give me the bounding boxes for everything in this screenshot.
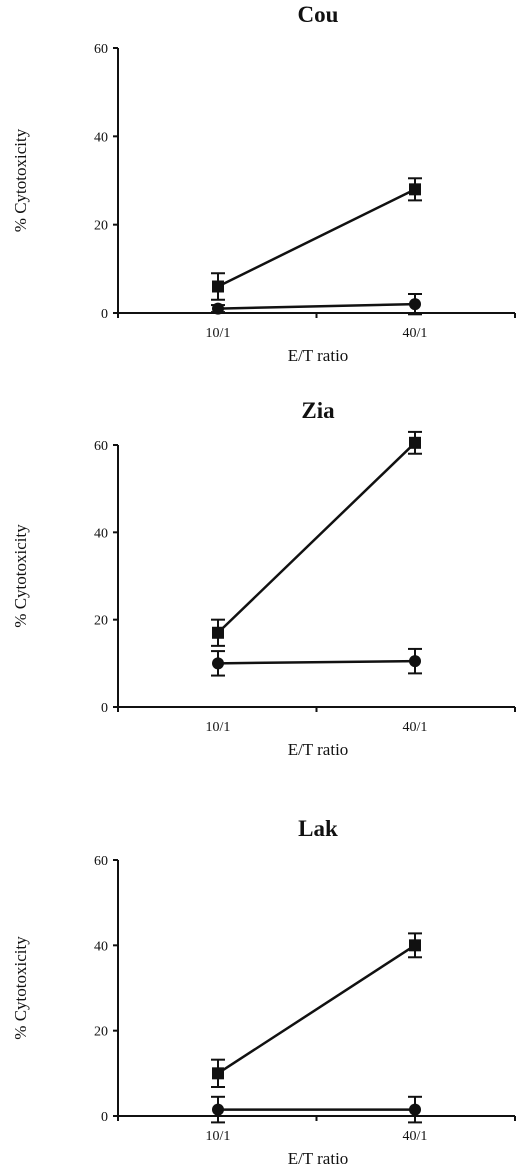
chart-panel-1: Zia 0 20 40 60 10/1 40/1 E/T ratio % Cytotoxicit… xyxy=(11,398,516,759)
chart-title: Cou xyxy=(298,2,339,27)
y-tick-label: 60 xyxy=(94,42,108,57)
data-point-square xyxy=(409,939,421,952)
chart-panel-2: Lak 0 20 40 60 10/1 40/1 E/T ratio % Cytotoxicit… xyxy=(11,816,516,1168)
y-tick-label: 20 xyxy=(94,1025,108,1040)
y-tick-label: 40 xyxy=(94,939,108,954)
y-tick-label: 40 xyxy=(94,526,108,541)
y-tick-label: 0 xyxy=(101,701,108,716)
data-point-circle xyxy=(212,302,224,315)
y-tick-label: 20 xyxy=(94,614,108,629)
data-point-circle xyxy=(409,1103,421,1116)
data-point-square xyxy=(212,626,224,639)
x-tick-label: 40/1 xyxy=(403,720,428,735)
chart-title: Zia xyxy=(301,398,335,423)
series-square xyxy=(211,177,422,301)
data-point-square xyxy=(212,280,224,293)
series-square xyxy=(211,932,422,1088)
series-line xyxy=(217,441,416,634)
data-point-square xyxy=(409,183,421,196)
x-tick-label: 40/1 xyxy=(403,1129,428,1144)
data-point-circle xyxy=(212,1103,224,1116)
chart-panel-0: Cou 0 20 40 60 10/1 40/1 E/T ratio % Cytotoxicit… xyxy=(11,2,516,365)
series-line xyxy=(217,659,416,665)
x-tick-label: 10/1 xyxy=(206,1129,231,1144)
x-tick-label: 10/1 xyxy=(206,326,231,341)
data-point-circle xyxy=(409,655,421,668)
y-tick-label: 20 xyxy=(94,219,108,234)
y-axis-label: % Cytotoxicity xyxy=(11,128,30,232)
x-tick-label: 10/1 xyxy=(206,720,231,735)
series-circle xyxy=(211,1095,422,1124)
data-point-square xyxy=(409,436,421,449)
data-point-circle xyxy=(409,298,421,311)
y-tick-label: 40 xyxy=(94,130,108,145)
series-line xyxy=(217,302,416,310)
x-axis-label: E/T ratio xyxy=(288,1149,349,1168)
x-axis-label: E/T ratio xyxy=(288,740,349,759)
chart-title: Lak xyxy=(298,816,338,841)
x-tick-label: 40/1 xyxy=(403,326,428,341)
data-point-circle xyxy=(212,657,224,670)
data-point-square xyxy=(212,1067,224,1080)
y-tick-label: 0 xyxy=(101,307,108,322)
y-axis-label: % Cytotoxicity xyxy=(11,936,30,1040)
series-circle xyxy=(211,647,422,677)
series-circle xyxy=(211,293,422,316)
series-square xyxy=(211,430,422,647)
series-line xyxy=(217,188,416,288)
series-line xyxy=(217,944,416,1075)
y-axis-label: % Cytotoxicity xyxy=(11,524,30,628)
y-tick-label: 60 xyxy=(94,439,108,454)
y-tick-label: 0 xyxy=(101,1110,108,1125)
y-tick-label: 60 xyxy=(94,854,108,869)
x-axis-label: E/T ratio xyxy=(288,346,349,365)
